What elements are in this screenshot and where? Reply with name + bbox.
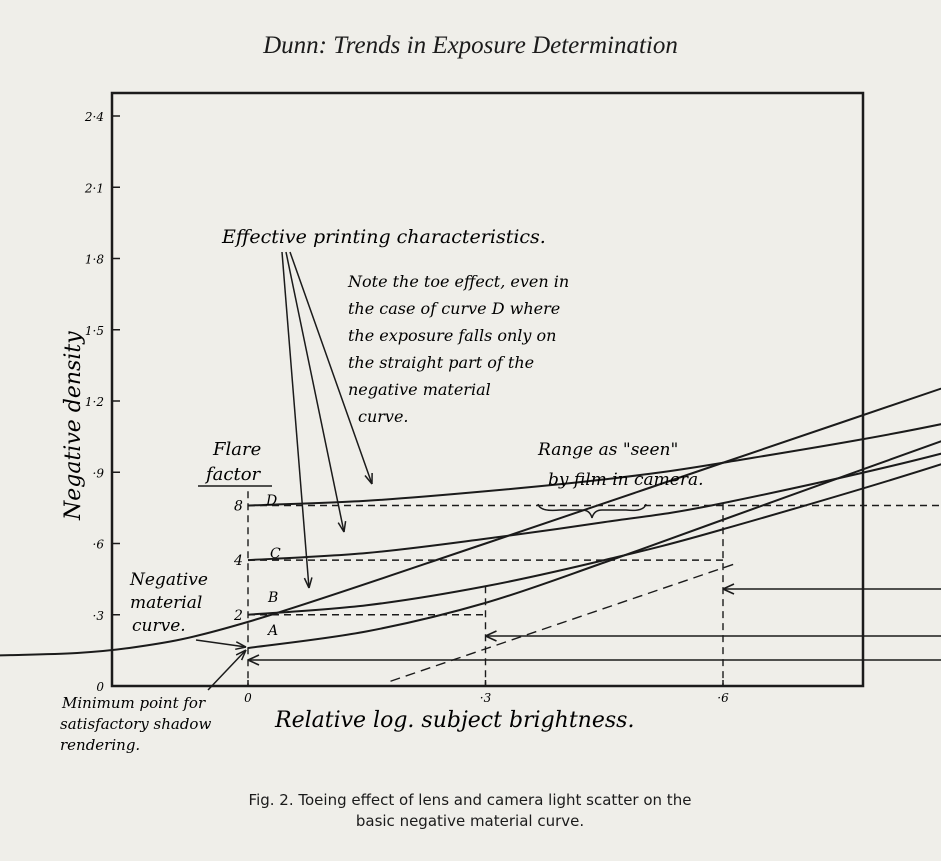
curve-label-c: C <box>270 546 281 562</box>
y-tick-label: 2·1 <box>84 181 104 195</box>
annotation-minimum-point-line: satisfactory shadow <box>60 715 211 733</box>
curve-c <box>247 452 941 562</box>
x-tick-label: ·6 <box>717 691 729 705</box>
annotation-pointer-head <box>337 521 347 533</box>
annotation-pointer <box>207 649 247 691</box>
annotation-pointer <box>285 251 345 533</box>
curve-label-d: D <box>265 493 277 509</box>
annotation-pointer <box>289 251 373 485</box>
arrow-head <box>485 630 497 642</box>
running-title: Dunn: Trends in Exposure Determination <box>263 32 678 59</box>
curve-label-b: B <box>267 590 278 606</box>
annotation-negative-material-line: Negative <box>129 570 208 590</box>
y-axis-title: Negative density <box>61 331 86 521</box>
y-tick-label: ·3 <box>93 609 105 623</box>
flare-level-8: 8 <box>234 499 243 515</box>
arrow-head <box>722 583 735 595</box>
curve-a <box>247 440 941 649</box>
y-tick-label: ·9 <box>93 466 105 480</box>
annotation-pointer-head <box>235 649 247 661</box>
curve-d <box>247 423 941 507</box>
curve-b <box>247 463 941 616</box>
straight-line-projection <box>390 561 740 682</box>
y-tick-label: ·6 <box>93 538 105 552</box>
arrow-head <box>247 654 260 666</box>
curve-label-a: A <box>266 623 278 639</box>
flare-level-2: 2 <box>233 608 243 624</box>
x-tick-label: ·3 <box>480 691 492 705</box>
negative-material-curve <box>0 387 941 657</box>
annotation-note-line: curve. <box>358 407 409 426</box>
y-tick-label: 1·5 <box>85 324 104 338</box>
annotation-note-line: Note the toe effect, even in <box>347 272 569 291</box>
annotation-range-seen-line: Range as "seen" <box>537 440 678 460</box>
y-tick-label: 1·2 <box>85 395 104 409</box>
annotation-minimum-point-line: Minimum point for <box>61 694 206 712</box>
caption-line-1: Fig. 2. Toeing effect of lens and camera… <box>248 791 692 809</box>
y-tick-label: 0 <box>96 680 104 694</box>
annotation-pointer-head <box>235 641 247 651</box>
annotation-pointer <box>281 251 310 589</box>
annotation-pointer <box>195 639 247 648</box>
annotation-minimum-point-line: rendering. <box>60 736 140 754</box>
x-tick-label: 0 <box>244 691 252 705</box>
annotation-note-line: the exposure falls only on <box>348 326 556 345</box>
range-brace <box>537 503 647 519</box>
annotation-pointer-head <box>303 577 313 589</box>
y-tick-label: 2·4 <box>84 110 104 124</box>
annotation-note-line: negative material <box>348 380 491 399</box>
annotation-effective: Effective printing characteristics. <box>221 226 546 248</box>
annotation-note-line: the case of curve D where <box>348 299 560 318</box>
flare-level-4: 4 <box>233 553 243 569</box>
annotation-pointer-head <box>364 472 373 485</box>
flare-label-line1: Flare <box>212 439 261 460</box>
annotation-range-seen-line: by film in camera. <box>548 470 703 490</box>
caption-line-2: basic negative material curve. <box>355 812 585 830</box>
annotation-negative-material-line: material <box>130 593 202 613</box>
x-axis-title: Relative log. subject brightness. <box>274 708 634 733</box>
annotation-note-line: the straight part of the <box>348 353 534 372</box>
plot-frame <box>110 91 865 688</box>
annotation-negative-material-line: curve. <box>132 616 186 636</box>
flare-label-line2: factor <box>204 464 262 485</box>
figure-caption: Fig. 2. Toeing effect of lens and camera… <box>150 790 790 832</box>
y-tick-label: 1·8 <box>85 253 104 267</box>
